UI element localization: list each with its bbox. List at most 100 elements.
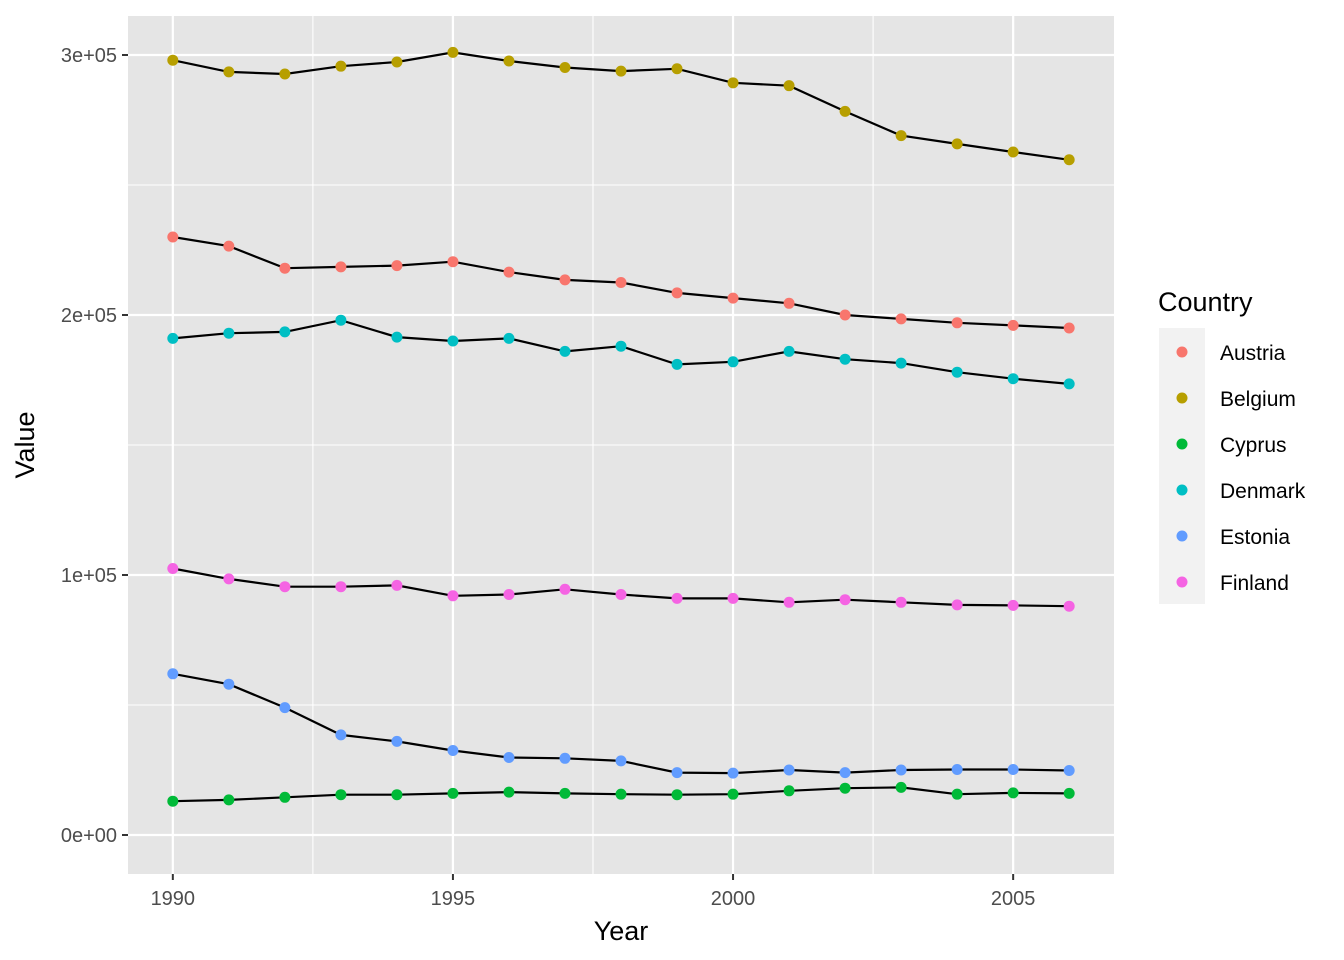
legend-title: Country bbox=[1158, 287, 1253, 317]
data-point-finland bbox=[951, 599, 963, 611]
major-gridlines bbox=[128, 16, 1114, 874]
legend-label-denmark: Denmark bbox=[1220, 480, 1306, 503]
data-point-belgium bbox=[167, 54, 179, 66]
data-point-estonia bbox=[335, 729, 347, 741]
data-point-austria bbox=[895, 313, 907, 325]
data-point-cyprus bbox=[1063, 787, 1075, 799]
data-point-finland bbox=[503, 589, 515, 600]
data-point-cyprus bbox=[783, 785, 795, 797]
data-point-finland bbox=[895, 596, 907, 608]
x-tick-label: 2000 bbox=[711, 888, 756, 910]
data-point-austria bbox=[503, 266, 515, 278]
data-point-finland bbox=[727, 592, 739, 604]
legend-key-denmark bbox=[1176, 484, 1188, 496]
data-point-austria bbox=[671, 287, 683, 299]
data-point-belgium bbox=[783, 80, 795, 92]
data-point-austria bbox=[223, 240, 235, 252]
data-point-denmark bbox=[223, 327, 235, 339]
data-point-finland bbox=[559, 583, 571, 595]
data-point-belgium bbox=[839, 105, 851, 117]
data-point-finland bbox=[279, 581, 291, 593]
data-point-estonia bbox=[783, 764, 795, 776]
data-point-finland bbox=[615, 589, 627, 600]
data-point-austria bbox=[839, 309, 851, 321]
data-point-cyprus bbox=[671, 789, 683, 801]
data-point-cyprus bbox=[447, 787, 459, 799]
data-point-cyprus bbox=[951, 788, 963, 800]
data-point-estonia bbox=[223, 678, 235, 690]
data-point-finland bbox=[223, 573, 235, 585]
data-point-belgium bbox=[1007, 146, 1019, 158]
data-point-austria bbox=[727, 292, 739, 304]
data-point-belgium bbox=[1063, 154, 1075, 166]
series-points bbox=[167, 46, 1075, 807]
data-point-belgium bbox=[447, 46, 459, 58]
data-point-finland bbox=[167, 563, 179, 574]
y-tick-label: 1e+05 bbox=[61, 565, 117, 587]
data-point-denmark bbox=[447, 335, 459, 347]
data-point-belgium bbox=[895, 130, 907, 142]
y-tick-label: 0e+00 bbox=[61, 825, 117, 847]
data-point-cyprus bbox=[279, 791, 291, 803]
x-tick-label: 1995 bbox=[431, 888, 476, 910]
data-point-estonia bbox=[279, 702, 291, 714]
data-point-denmark bbox=[559, 345, 571, 357]
data-point-austria bbox=[1063, 322, 1075, 334]
data-point-cyprus bbox=[839, 782, 851, 794]
data-point-finland bbox=[1063, 600, 1075, 612]
data-point-denmark bbox=[335, 314, 347, 326]
data-point-cyprus bbox=[727, 788, 739, 800]
data-point-estonia bbox=[391, 735, 403, 747]
data-point-cyprus bbox=[223, 794, 235, 806]
data-point-belgium bbox=[559, 61, 571, 73]
data-point-finland bbox=[447, 590, 459, 602]
data-point-denmark bbox=[1007, 373, 1019, 385]
data-point-cyprus bbox=[167, 795, 179, 807]
data-point-austria bbox=[615, 277, 627, 288]
data-point-belgium bbox=[335, 60, 347, 72]
data-point-estonia bbox=[1063, 765, 1075, 777]
data-point-austria bbox=[279, 262, 291, 274]
data-point-estonia bbox=[951, 763, 963, 775]
data-point-belgium bbox=[503, 55, 515, 67]
data-point-belgium bbox=[671, 63, 683, 75]
legend-key-finland bbox=[1176, 576, 1188, 588]
data-point-finland bbox=[1007, 599, 1019, 611]
legend: Country Austria Belgium Cyprus Denmark Eston… bbox=[1158, 287, 1306, 604]
data-point-belgium bbox=[279, 68, 291, 80]
data-point-austria bbox=[167, 231, 179, 243]
data-point-denmark bbox=[839, 353, 851, 365]
data-point-finland bbox=[335, 581, 347, 593]
data-point-belgium bbox=[615, 65, 627, 77]
data-point-estonia bbox=[559, 752, 571, 764]
data-point-estonia bbox=[1007, 763, 1019, 775]
data-point-estonia bbox=[839, 767, 851, 779]
x-tick-label: 2005 bbox=[991, 888, 1036, 910]
data-point-cyprus bbox=[895, 781, 907, 793]
data-point-finland bbox=[671, 592, 683, 604]
data-point-finland bbox=[391, 579, 403, 591]
data-point-estonia bbox=[615, 755, 627, 767]
x-tick-label: 1990 bbox=[151, 888, 196, 910]
data-point-belgium bbox=[727, 77, 739, 89]
data-point-denmark bbox=[951, 366, 963, 378]
data-point-belgium bbox=[951, 138, 963, 150]
data-point-austria bbox=[1007, 319, 1019, 331]
legend-key-background bbox=[1159, 328, 1205, 604]
data-point-denmark bbox=[279, 326, 291, 338]
y-axis-title: Value bbox=[10, 411, 40, 478]
minor-gridlines bbox=[128, 16, 1114, 874]
data-point-belgium bbox=[223, 66, 235, 78]
data-point-denmark bbox=[783, 345, 795, 357]
data-point-cyprus bbox=[503, 786, 515, 798]
legend-key-austria bbox=[1176, 346, 1188, 358]
axes: 1990 1995 2000 2005 0e+00 1e+05 2e+05 3e+05 bbox=[61, 45, 1036, 910]
data-point-estonia bbox=[167, 668, 179, 680]
data-point-cyprus bbox=[391, 789, 403, 801]
data-point-cyprus bbox=[615, 788, 627, 800]
data-point-cyprus bbox=[1007, 787, 1019, 799]
data-point-austria bbox=[783, 297, 795, 309]
data-point-cyprus bbox=[335, 789, 347, 801]
y-tick-label: 2e+05 bbox=[61, 305, 117, 327]
